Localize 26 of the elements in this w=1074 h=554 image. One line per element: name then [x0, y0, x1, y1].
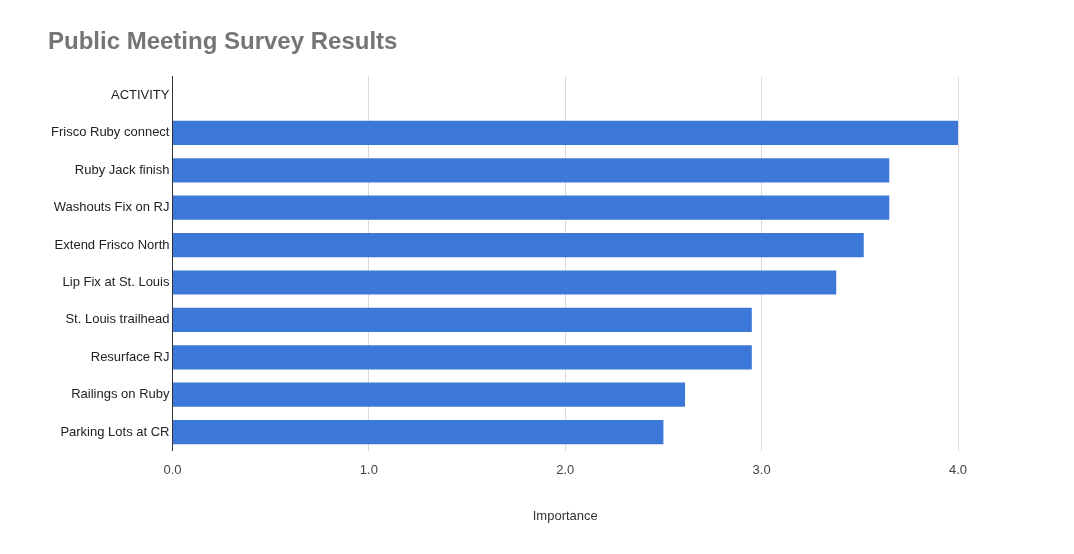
x-tick-label: 2.0: [556, 462, 575, 478]
y-tick-label: Ruby Jack finish: [74, 161, 170, 177]
bar: [172, 195, 890, 220]
bar: [172, 419, 664, 445]
y-tick-label: Lip Fix at St. Louis: [62, 274, 170, 290]
bar: [172, 232, 864, 258]
chart-title: Public Meeting Survey Results: [48, 27, 398, 55]
y-tick-label: Extend Frisco North: [54, 236, 170, 252]
bar: [172, 158, 890, 183]
y-tick-label: Parking Lots at CR: [60, 423, 170, 439]
bar: [172, 120, 958, 146]
y-tick-label: Washouts Fix on RJ: [53, 199, 170, 215]
x-tick-label: 0.0: [163, 462, 182, 478]
bar: [172, 270, 837, 295]
y-tick-label: Frisco Ruby connect: [50, 124, 170, 140]
x-axis-title: Importance: [532, 507, 598, 523]
bar: [172, 345, 752, 370]
y-tick-label: ACTIVITY: [110, 87, 170, 103]
y-tick-label: Resurface RJ: [90, 348, 170, 364]
y-tick-label: Railings on Ruby: [71, 386, 170, 402]
bar: [172, 307, 752, 333]
x-tick-label: 3.0: [752, 462, 771, 478]
x-tick-label: 4.0: [948, 462, 968, 478]
y-tick-label: St. Louis trailhead: [65, 311, 170, 327]
bar: [172, 382, 686, 407]
x-tick-label: 1.0: [359, 462, 378, 478]
